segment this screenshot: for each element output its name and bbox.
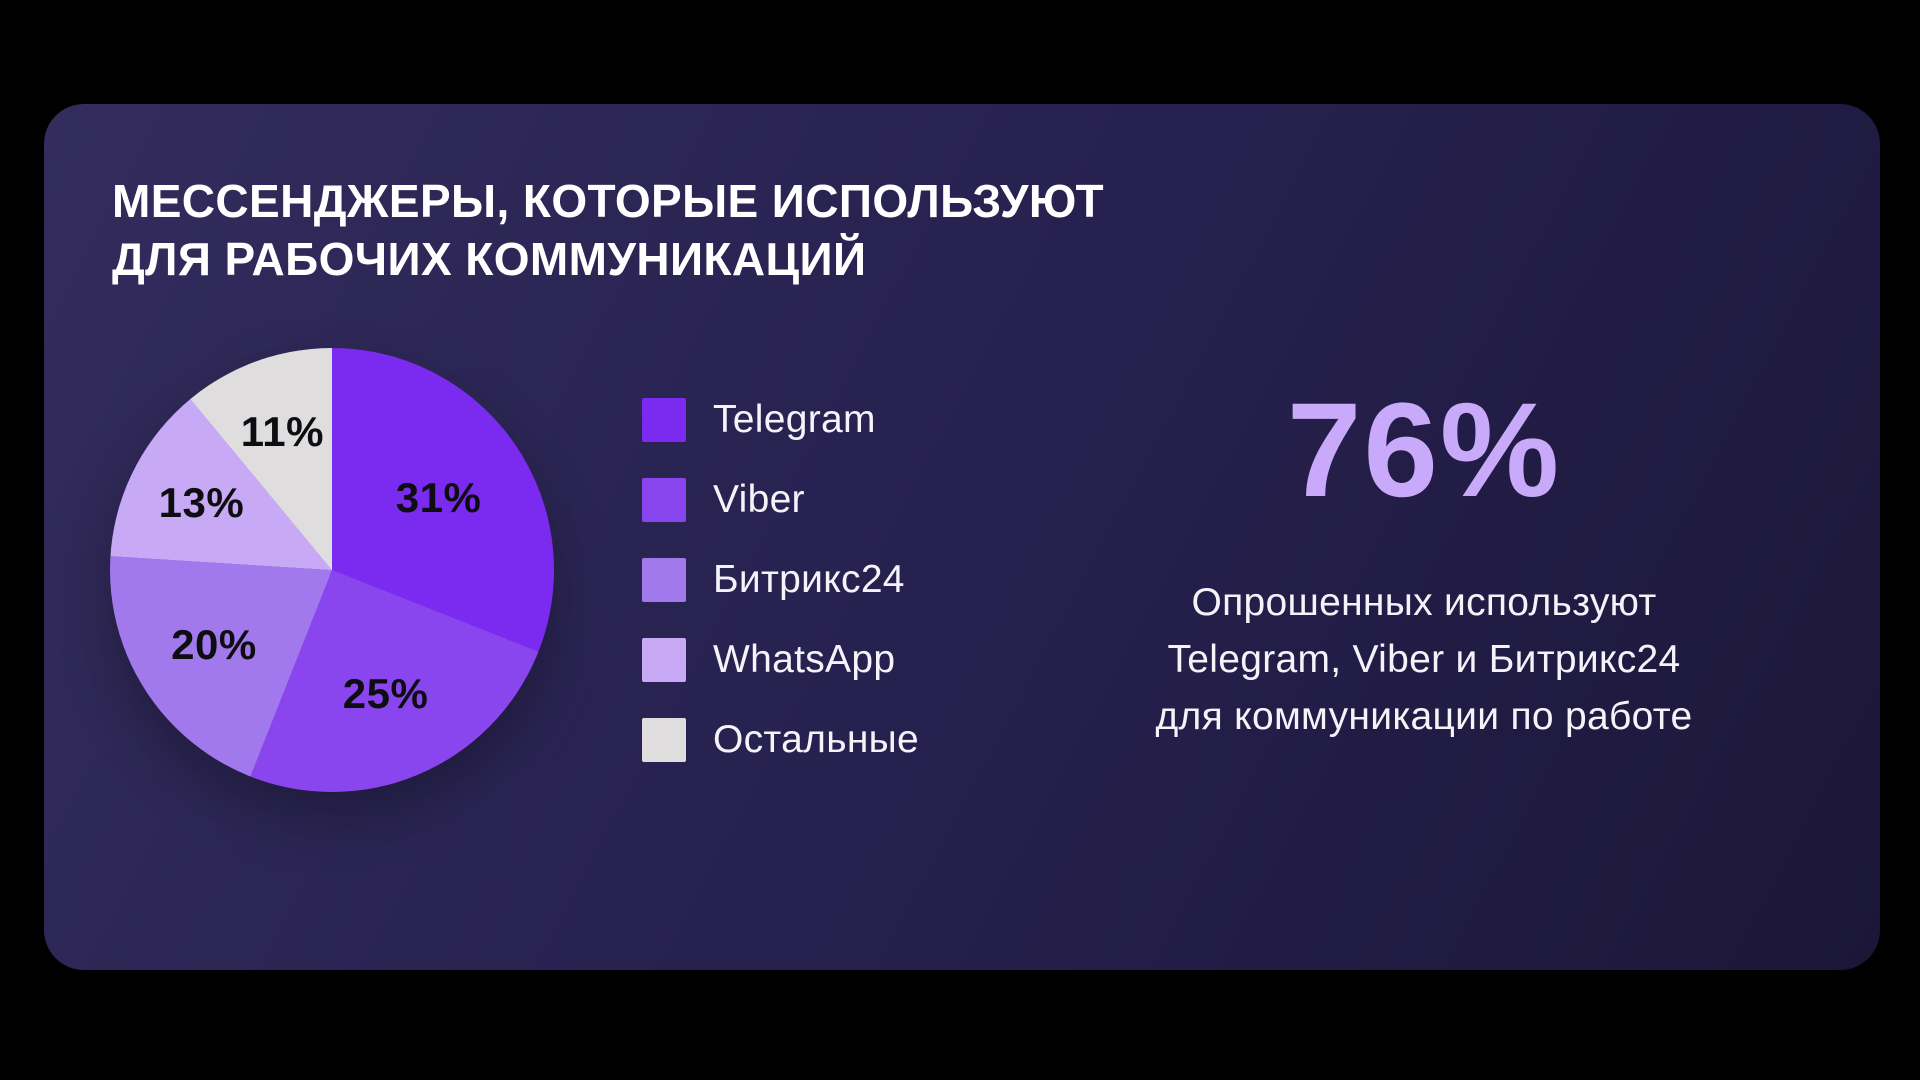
legend-item: Telegram bbox=[642, 398, 919, 442]
legend-item: WhatsApp bbox=[642, 638, 919, 682]
chart-title-line-2: ДЛЯ РАБОЧИХ КОММУНИКАЦИЙ bbox=[112, 233, 867, 285]
stat-description-line: Опрошенных используют bbox=[1191, 581, 1657, 624]
pie-labels: 31% 25% 20% 13% 11% bbox=[110, 348, 554, 792]
legend-item: Битрикс24 bbox=[642, 558, 919, 602]
legend-label: Viber bbox=[713, 478, 805, 521]
legend-item: Viber bbox=[642, 478, 919, 522]
legend-label: WhatsApp bbox=[713, 638, 896, 681]
stat-description: Опрошенных используют Telegram, Viber и … bbox=[1024, 574, 1824, 745]
legend-swatch-icon bbox=[642, 478, 686, 522]
legend-label: Telegram bbox=[713, 398, 876, 441]
pie-slice-label: 11% bbox=[240, 408, 324, 456]
pie-slice-label: 31% bbox=[395, 473, 482, 521]
pie-chart: 31% 25% 20% 13% 11% bbox=[110, 348, 554, 792]
pie-slice-label: 13% bbox=[158, 479, 245, 527]
chart-title-line-1: МЕССЕНДЖЕРЫ, КОТОРЫЕ ИСПОЛЬЗУЮТ bbox=[112, 175, 1105, 227]
pie-slice-label: 25% bbox=[342, 669, 429, 717]
stat-value: 76% bbox=[1286, 376, 1562, 525]
infographic-card: МЕССЕНДЖЕРЫ, КОТОРЫЕ ИСПОЛЬЗУЮТ ДЛЯ РАБО… bbox=[44, 104, 1880, 970]
pie-slice-label: 20% bbox=[171, 620, 257, 668]
legend-swatch-icon bbox=[642, 558, 686, 602]
legend-item: Остальные bbox=[642, 718, 919, 762]
legend-swatch-icon bbox=[642, 398, 686, 442]
legend-swatch-icon bbox=[642, 638, 686, 682]
legend-swatch-icon bbox=[642, 718, 686, 762]
legend-label: Остальные bbox=[713, 718, 919, 761]
legend-label: Битрикс24 bbox=[713, 558, 905, 601]
stat-description-line: Telegram, Viber и Битрикс24 bbox=[1167, 638, 1681, 681]
legend: Telegram Viber Битрикс24 WhatsApp Остальные bbox=[642, 398, 919, 798]
stat-description-line: для коммуникации по работе bbox=[1155, 695, 1693, 738]
stat-block: 76% Опрошенных используют Telegram, Vibe… bbox=[1024, 384, 1824, 745]
pie-circle bbox=[110, 348, 554, 792]
chart-title: МЕССЕНДЖЕРЫ, КОТОРЫЕ ИСПОЛЬЗУЮТ ДЛЯ РАБО… bbox=[112, 172, 1104, 288]
